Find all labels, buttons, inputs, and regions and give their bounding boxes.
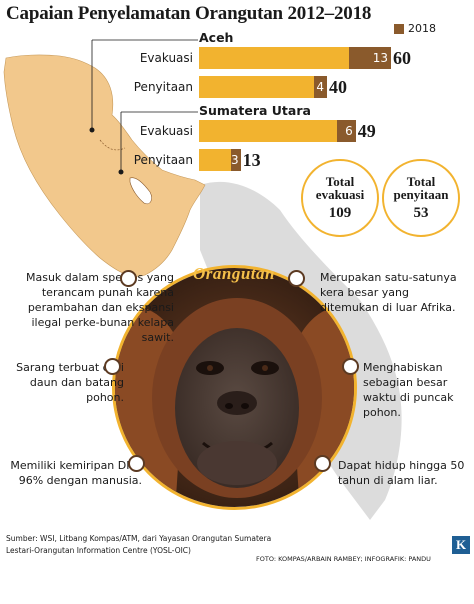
orangutan-photo [112,265,357,510]
category-label: Penyitaan [133,80,193,94]
aceh-marker [89,127,95,133]
aceh-border [99,139,126,151]
bar-2018-value: 4 [316,80,324,94]
total-penyitaan-value: 53 [413,205,429,221]
bar-2018 [349,47,391,69]
fact-dot [314,455,331,472]
fact-great-ape: Merupakan satu-satunya kera besar yang d… [320,271,457,314]
bar-total-value: 60 [393,48,411,68]
bar-total [199,149,241,171]
source-note: Sumber: WSI, Litbang Kompas/ATM, dari Ya… [6,534,272,555]
sumut-marker [118,169,124,175]
bar-total [199,120,356,142]
legend: 2018 [394,22,436,35]
bar-total-value: 13 [242,150,261,170]
bar-total-value: 40 [329,77,347,97]
fact-treetop: Menghabiskan sebagian besar waktu di pun… [363,361,454,419]
total-evakuasi-value: 109 [328,205,352,221]
fact-endangered: Masuk dalam spesies yang terancam punah … [25,271,174,344]
kompas-logo: K [452,536,470,554]
fact-dot [120,270,137,287]
fact-dot [104,358,121,375]
fact-dna: Memiliki kemiripan DNA 96% dengan manusi… [10,459,142,487]
category-label: Evakuasi [139,124,193,138]
fact-dot [288,270,305,287]
bar-total-value: 49 [357,121,376,141]
bar-2018 [314,76,327,98]
photo-label: Orangutan [193,264,275,283]
bar-total [199,47,391,69]
category-label: Penyitaan [133,153,193,167]
total-evakuasi-label: Total evakuasi [315,174,365,202]
group-title: Sumatera Utara [199,103,311,118]
legend-swatch [394,23,404,34]
bar-2018-value: 6 [345,124,353,138]
bar-2018 [336,120,356,142]
category-label: Evakuasi [139,51,193,65]
fact-dot [128,455,145,472]
lake-toba [129,177,152,205]
total-penyitaan-circle: Total penyitaan 53 [382,159,460,237]
fact-nest: Sarang terbuat dari daun dan batang poho… [16,361,124,404]
sumatra-island [3,54,206,277]
bar-total [199,76,327,98]
bar-2018-value: 13 [372,51,388,65]
page-title: Capaian Penyelamatan Orangutan 2012–2018 [6,3,372,24]
fact-lifespan: Dapat hidup hingga 50 tahun di alam liar… [338,459,465,487]
total-penyitaan-label: Total penyitaan [393,174,449,202]
legend-label: 2018 [408,22,436,35]
fact-dot [342,358,359,375]
photo-credit: FOTO: KOMPAS/ARBAIN RAMBEY; INFOGRAFIK: … [256,555,431,563]
group-title: Aceh [199,30,234,45]
bar-2018-value: 3 [231,153,239,167]
bar-2018 [231,149,241,171]
total-evakuasi-circle: Total evakuasi 109 [301,159,379,237]
